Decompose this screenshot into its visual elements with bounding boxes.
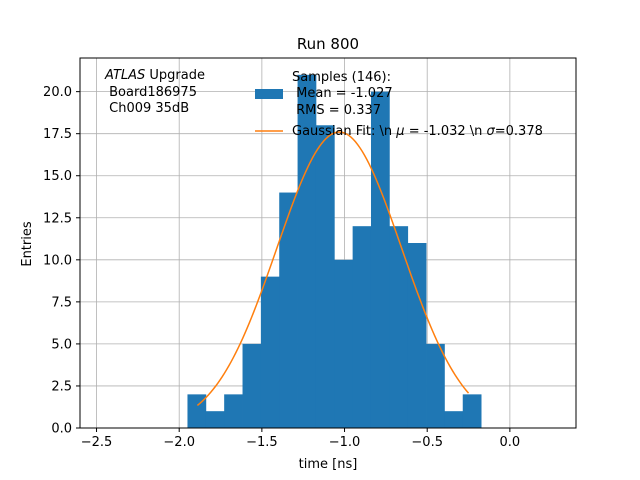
x-tick-label: −0.5 <box>411 435 443 450</box>
histogram-bar <box>297 74 317 429</box>
legend-fit-label: Gaussian Fit: \n μ = -1.032 \n σ=0.378 <box>292 124 543 139</box>
atlas-label: ATLAS <box>104 68 145 83</box>
y-tick-label: 17.5 <box>43 127 72 142</box>
histogram-bar <box>352 226 372 428</box>
histogram-bar <box>260 276 280 428</box>
y-tick-label: 7.5 <box>51 295 72 310</box>
board-label: Board186975 <box>105 85 197 100</box>
histogram-bar <box>242 343 262 428</box>
histogram-bar <box>389 226 409 428</box>
histogram-bar <box>224 394 243 428</box>
x-axis-ticks: −2.5 −2.0 −1.5 −1.0 −0.5 0.0 <box>81 428 520 450</box>
x-tick-label: −1.5 <box>246 435 278 450</box>
y-tick-label: 15.0 <box>43 169 72 184</box>
y-tick-label: 12.5 <box>43 211 72 226</box>
x-axis-label: time [ns] <box>299 457 358 472</box>
y-tick-label: 0.0 <box>51 422 72 437</box>
y-tick-label: 2.5 <box>51 379 72 394</box>
y-tick-label: 20.0 <box>43 85 72 100</box>
histogram-bar <box>370 91 390 429</box>
x-tick-label: −2.5 <box>81 435 113 450</box>
legend: Samples (146): Mean = -1.027 RMS = 0.337… <box>255 70 543 139</box>
y-tick-label: 10.0 <box>43 253 72 268</box>
histogram-bar <box>426 343 445 428</box>
x-tick-label: −2.0 <box>163 435 195 450</box>
upgrade-label: Upgrade <box>145 68 205 83</box>
y-axis-label: Entries <box>20 221 35 267</box>
histogram-bar <box>334 259 354 428</box>
y-axis-ticks: 0.0 2.5 5.0 7.5 10.0 12.5 15.0 17.5 20.0 <box>43 85 80 437</box>
legend-hist-patch <box>255 89 283 99</box>
legend-hist-line2: Mean = -1.027 <box>292 86 393 101</box>
histogram-bar <box>407 243 427 428</box>
legend-hist-line3: RMS = 0.337 <box>292 103 381 118</box>
channel-label: Ch009 35dB <box>105 101 189 116</box>
chart-title: Run 800 <box>297 35 359 53</box>
histogram-bar <box>462 394 482 428</box>
histogram-bar <box>205 411 225 428</box>
atlas-annotation: ATLAS Upgrade Board186975 Ch009 35dB <box>104 68 205 116</box>
svg-text:ATLAS Upgrade: ATLAS Upgrade <box>104 68 205 83</box>
gaussian-fit-curve <box>196 131 470 407</box>
histogram-bar <box>444 411 464 428</box>
legend-hist-line1: Samples (146): <box>292 70 391 85</box>
x-tick-label: −1.0 <box>329 435 361 450</box>
y-tick-label: 5.0 <box>51 337 72 352</box>
histogram-bar <box>315 125 335 428</box>
histogram-bar <box>279 192 298 428</box>
plot-frame <box>79 57 577 429</box>
histogram-bars <box>187 74 482 429</box>
x-tick-label: 0.0 <box>500 435 521 450</box>
